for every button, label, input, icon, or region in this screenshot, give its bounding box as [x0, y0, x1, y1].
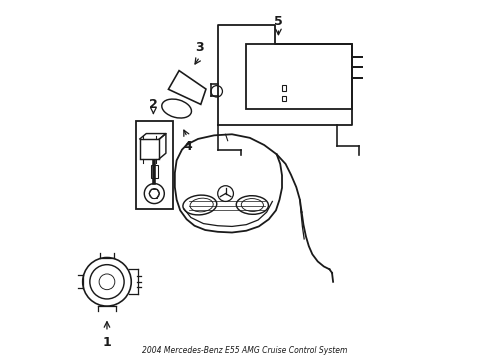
Text: 2: 2 [149, 99, 158, 112]
Text: 3: 3 [195, 41, 204, 54]
Text: 5: 5 [273, 14, 282, 27]
Text: 1: 1 [102, 336, 111, 349]
Text: 4: 4 [183, 140, 191, 153]
Text: 2004 Mercedes-Benz E55 AMG Cruise Control System: 2004 Mercedes-Benz E55 AMG Cruise Contro… [142, 346, 346, 355]
Bar [246, 44, 351, 109]
Bar [140, 139, 159, 158]
Bar [282, 96, 285, 102]
Bar [282, 85, 285, 91]
Bar [151, 165, 157, 178]
Bar [135, 121, 173, 208]
